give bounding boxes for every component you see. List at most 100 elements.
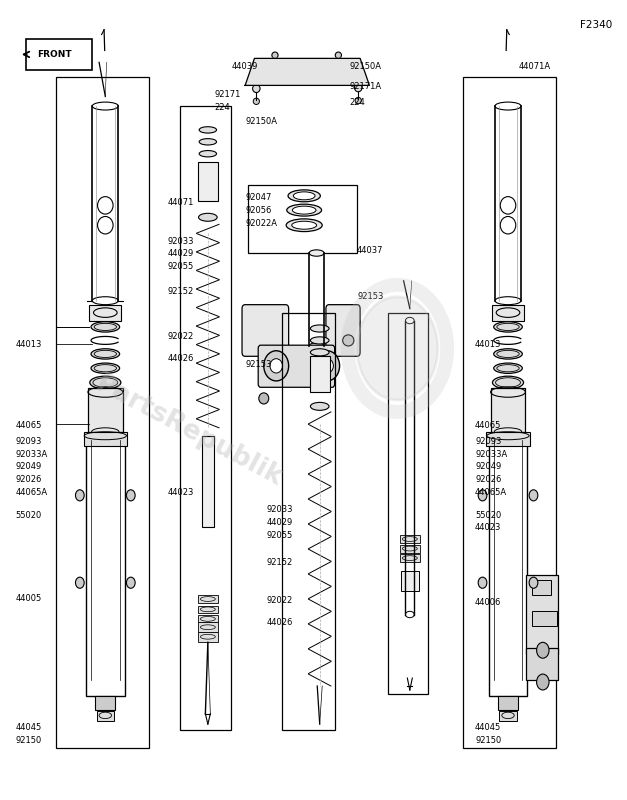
- Bar: [310, 356, 330, 392]
- Text: 92049: 92049: [475, 462, 502, 471]
- Text: 55020: 55020: [15, 510, 41, 520]
- Text: PartsRepublik: PartsRepublik: [91, 371, 287, 492]
- Ellipse shape: [293, 192, 315, 200]
- Bar: [490, 388, 525, 432]
- Ellipse shape: [309, 250, 324, 256]
- Bar: [526, 574, 559, 654]
- Ellipse shape: [537, 642, 549, 658]
- Text: 92022: 92022: [167, 332, 194, 341]
- Text: FRONT: FRONT: [38, 50, 72, 59]
- Text: 44065A: 44065A: [475, 488, 507, 497]
- FancyBboxPatch shape: [242, 305, 288, 356]
- Bar: [56, 77, 149, 748]
- Text: 44013: 44013: [475, 340, 502, 349]
- Ellipse shape: [355, 98, 361, 104]
- Text: 92026: 92026: [15, 475, 41, 484]
- Ellipse shape: [199, 150, 216, 157]
- Ellipse shape: [493, 349, 522, 359]
- Text: 92022: 92022: [267, 596, 293, 605]
- Bar: [83, 432, 127, 446]
- Text: 44045: 44045: [475, 723, 502, 732]
- Bar: [401, 571, 419, 590]
- Ellipse shape: [272, 52, 278, 58]
- Ellipse shape: [199, 138, 216, 145]
- Text: 92033: 92033: [267, 505, 293, 514]
- Text: 92171: 92171: [214, 90, 240, 98]
- Bar: [388, 313, 428, 694]
- Bar: [532, 610, 557, 626]
- Bar: [487, 432, 530, 446]
- Text: F2340: F2340: [579, 20, 612, 30]
- Ellipse shape: [315, 350, 340, 381]
- Text: 92150: 92150: [15, 735, 41, 745]
- FancyBboxPatch shape: [258, 345, 335, 387]
- Text: 92153: 92153: [245, 360, 271, 369]
- Text: 92171A: 92171A: [349, 82, 382, 90]
- Bar: [89, 305, 122, 321]
- Bar: [400, 554, 419, 562]
- Ellipse shape: [492, 376, 524, 389]
- Bar: [198, 162, 218, 202]
- Text: 44026: 44026: [267, 618, 293, 627]
- Ellipse shape: [91, 363, 120, 374]
- Ellipse shape: [253, 85, 260, 93]
- Text: 224: 224: [214, 103, 230, 112]
- Text: 92033A: 92033A: [15, 450, 48, 458]
- Text: 44026: 44026: [167, 354, 194, 363]
- Text: 92093: 92093: [15, 437, 41, 446]
- Ellipse shape: [349, 68, 355, 75]
- Text: 92047: 92047: [245, 193, 271, 202]
- Bar: [86, 440, 125, 695]
- Ellipse shape: [493, 322, 522, 332]
- Text: 44065A: 44065A: [15, 488, 47, 497]
- Ellipse shape: [286, 219, 322, 231]
- Text: 44065: 44065: [15, 421, 41, 430]
- Ellipse shape: [292, 206, 316, 214]
- Text: 44071A: 44071A: [519, 62, 551, 71]
- Bar: [198, 632, 218, 642]
- Bar: [526, 648, 559, 680]
- Circle shape: [357, 297, 438, 400]
- Ellipse shape: [529, 490, 538, 501]
- FancyBboxPatch shape: [326, 305, 360, 356]
- Ellipse shape: [127, 490, 135, 501]
- Bar: [532, 580, 551, 594]
- Ellipse shape: [354, 84, 362, 92]
- Bar: [400, 535, 419, 543]
- Text: 44006: 44006: [475, 598, 502, 607]
- Bar: [463, 77, 556, 748]
- Text: 92026: 92026: [475, 475, 502, 484]
- Text: 44039: 44039: [231, 62, 258, 71]
- Polygon shape: [245, 58, 369, 86]
- Text: 92093: 92093: [475, 437, 502, 446]
- Ellipse shape: [253, 98, 260, 105]
- Ellipse shape: [90, 376, 121, 389]
- Bar: [198, 615, 218, 622]
- Ellipse shape: [478, 577, 487, 588]
- Ellipse shape: [310, 337, 329, 344]
- Ellipse shape: [127, 577, 135, 588]
- Text: 44037: 44037: [357, 246, 384, 255]
- Bar: [97, 710, 114, 721]
- Text: 92055: 92055: [167, 262, 194, 271]
- Bar: [198, 595, 218, 602]
- Ellipse shape: [75, 490, 84, 501]
- Text: 92049: 92049: [15, 462, 41, 471]
- Bar: [282, 313, 335, 730]
- Ellipse shape: [91, 322, 120, 332]
- Ellipse shape: [537, 674, 549, 690]
- Text: 44023: 44023: [167, 488, 194, 497]
- Text: 92055: 92055: [267, 530, 293, 539]
- Bar: [180, 106, 231, 730]
- Text: 92152: 92152: [167, 287, 194, 297]
- Text: 44013: 44013: [15, 340, 41, 349]
- Text: 92150: 92150: [475, 735, 502, 745]
- Text: 44045: 44045: [15, 723, 41, 732]
- Ellipse shape: [75, 577, 84, 588]
- Text: 44029: 44029: [167, 250, 194, 258]
- Text: 92153: 92153: [357, 292, 383, 302]
- Text: 92033A: 92033A: [475, 450, 507, 458]
- Ellipse shape: [260, 68, 266, 75]
- Bar: [489, 440, 527, 695]
- Bar: [198, 606, 218, 613]
